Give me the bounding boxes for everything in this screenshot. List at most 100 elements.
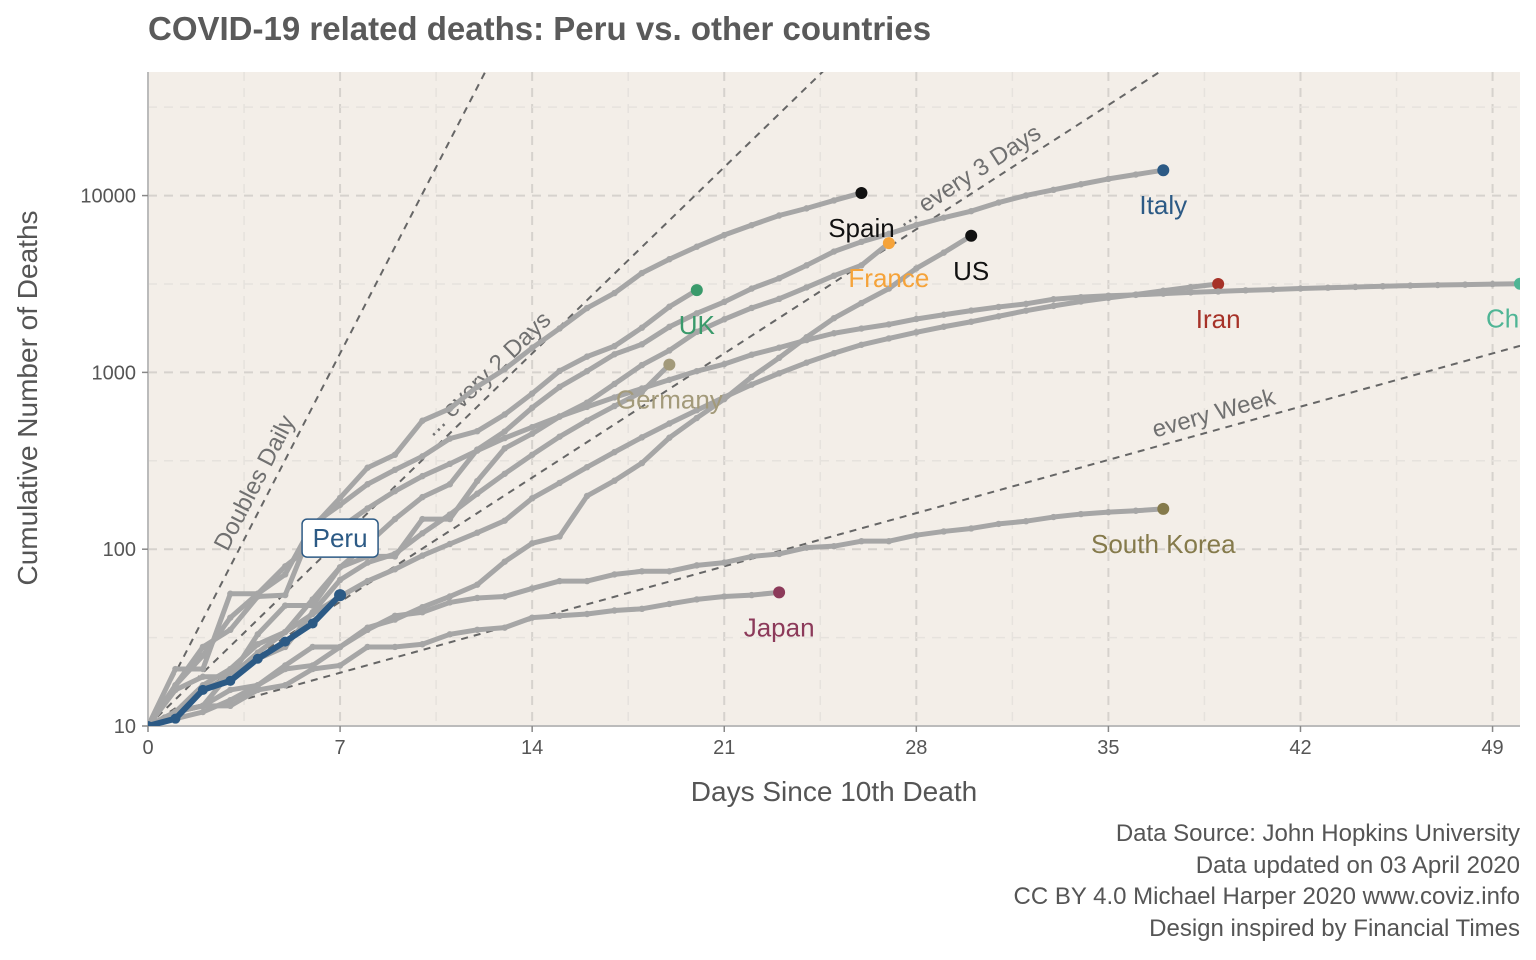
data-point — [528, 614, 536, 621]
data-point — [748, 373, 755, 381]
caption-license: CC BY 4.0 Michael Harper 2020 www.coviz.… — [1013, 883, 1520, 910]
data-point — [309, 665, 316, 673]
data-point — [336, 662, 344, 669]
y-tick-label: 10 — [114, 716, 136, 738]
data-point — [474, 447, 481, 454]
data-point — [391, 550, 399, 558]
data-point — [913, 265, 920, 272]
data-point — [254, 641, 261, 648]
data-point — [1407, 282, 1414, 289]
series-end-point — [1157, 502, 1170, 515]
data-point — [446, 405, 454, 412]
series-lines — [148, 164, 1520, 726]
series-line — [148, 506, 1166, 726]
data-point — [775, 344, 783, 351]
data-point — [803, 336, 810, 344]
y-tick-label: 1000 — [92, 362, 137, 384]
data-point — [419, 552, 426, 559]
data-point — [968, 207, 975, 215]
data-point — [583, 403, 591, 411]
data-point — [940, 311, 947, 318]
label-peru: Peru — [301, 518, 379, 558]
data-point — [830, 314, 838, 322]
data-point — [913, 531, 920, 539]
data-point — [638, 361, 646, 369]
data-point — [885, 230, 893, 238]
data-point — [721, 316, 728, 323]
data-point — [227, 696, 234, 704]
data-point — [280, 636, 291, 647]
label-japan: Japan — [744, 612, 815, 642]
data-point — [638, 341, 646, 348]
data-point — [528, 585, 536, 592]
data-point — [474, 477, 481, 485]
data-point — [501, 624, 508, 631]
data-point — [775, 275, 783, 282]
data-point — [803, 544, 810, 551]
data-point — [858, 238, 865, 246]
data-point — [172, 682, 179, 689]
data-point — [446, 435, 454, 442]
plot-background — [148, 72, 1520, 726]
data-point — [638, 269, 646, 277]
data-point — [1297, 285, 1304, 292]
data-point — [1489, 280, 1496, 288]
data-point — [775, 370, 783, 377]
data-point — [968, 307, 975, 314]
data-point — [583, 610, 591, 618]
data-point — [830, 272, 838, 279]
reference-line — [148, 344, 1520, 726]
data-point — [583, 463, 591, 471]
data-point — [528, 423, 536, 431]
data-point — [693, 596, 700, 603]
data-point — [364, 626, 371, 634]
data-point — [1022, 517, 1030, 525]
data-point — [254, 590, 261, 597]
data-point — [282, 662, 289, 669]
data-point — [1324, 284, 1332, 291]
data-point — [336, 494, 344, 502]
data-point — [611, 342, 618, 350]
data-point — [666, 256, 673, 263]
data-point — [474, 581, 481, 588]
data-point — [528, 495, 536, 502]
reference-line — [148, 72, 487, 726]
data-point — [830, 330, 838, 337]
data-point — [419, 515, 426, 523]
y-axis-title: Cumulative Number of Deaths — [12, 210, 43, 586]
data-point — [1105, 508, 1112, 516]
data-point — [148, 721, 153, 726]
label-china: China — [1486, 304, 1536, 334]
data-point — [638, 434, 646, 441]
data-point — [611, 289, 618, 297]
data-point — [885, 335, 893, 342]
caption-source: Data Source: John Hopkins University — [1115, 820, 1520, 847]
data-point — [995, 303, 1002, 311]
data-point — [254, 631, 261, 638]
data-point — [611, 571, 618, 578]
data-point — [252, 653, 263, 664]
data-point — [474, 594, 481, 602]
data-point — [1022, 307, 1030, 314]
series-line — [148, 167, 1166, 726]
data-point — [364, 559, 371, 566]
data-point — [528, 430, 536, 437]
data-point — [638, 324, 646, 331]
data-point — [501, 445, 508, 452]
data-point — [474, 626, 481, 634]
data-point — [364, 505, 371, 512]
series-end-point — [855, 186, 868, 199]
caption-updated: Data updated on 03 April 2020 — [1195, 851, 1520, 879]
data-point — [693, 310, 700, 317]
data-point — [693, 562, 700, 569]
series-end-point — [965, 229, 978, 242]
data-point — [391, 515, 399, 523]
x-tick-label: 28 — [905, 737, 927, 759]
data-point — [858, 299, 865, 307]
data-point — [336, 643, 344, 651]
data-point — [282, 682, 289, 689]
data-point — [1160, 290, 1167, 297]
data-point — [693, 328, 700, 336]
data-point — [556, 479, 563, 487]
data-point — [307, 618, 318, 629]
